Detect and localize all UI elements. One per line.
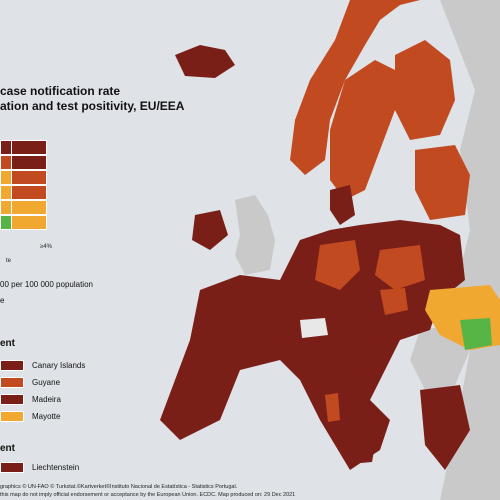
matrix-cell <box>11 155 47 170</box>
sardinia <box>325 393 340 422</box>
footer-credit-1: graphics © UN-FAO © Turkstat.©Kartverket… <box>0 484 238 490</box>
legend-swatch <box>0 377 24 388</box>
orange-region-germany <box>315 240 360 290</box>
matrix-cell <box>11 200 47 215</box>
italy-south <box>330 370 365 440</box>
matrix-axis-label: te <box>6 258 12 264</box>
map-title: case notification rate ation and test po… <box>0 84 184 114</box>
iceland <box>175 45 235 78</box>
matrix-cell <box>11 215 47 230</box>
legend-item-guyane: Guyane <box>0 377 200 389</box>
matrix-cell <box>11 185 47 200</box>
baltics <box>415 145 470 220</box>
legend-swatch <box>0 411 24 422</box>
orange-region-poland <box>375 245 425 290</box>
ireland <box>192 210 228 250</box>
greece <box>420 385 470 470</box>
legend-label: Liechtenstein <box>32 463 80 472</box>
rate-note: 00 per 100 000 population <box>0 280 93 289</box>
legend-swatch <box>0 462 24 473</box>
legend-item-madeira: Madeira <box>0 394 200 406</box>
legend-label: Guyane <box>32 378 61 387</box>
matrix-axis-tick-high: ≥4% <box>40 244 52 250</box>
legend-item-mayotte: Mayotte <box>0 411 200 423</box>
sweden <box>330 60 395 200</box>
switzerland <box>300 318 328 338</box>
sicily <box>345 445 375 464</box>
legend-item-liechtenstein: Liechtenstein <box>0 462 200 474</box>
orange-region-austria <box>380 288 408 315</box>
uk-landmass <box>235 195 275 275</box>
legend-item-canary-islands: Canary Islands <box>0 360 200 372</box>
matrix-cell <box>11 140 47 155</box>
section-title-outermost-regions: ent <box>0 338 15 349</box>
title-line-1: case notification rate <box>0 84 121 98</box>
norway <box>290 0 420 175</box>
legend-swatch <box>0 394 24 405</box>
footer-credit-2: this map do not imply official endorseme… <box>0 492 296 498</box>
non-eu-land-east <box>440 0 500 500</box>
bulgaria-green <box>460 318 492 350</box>
legend-label: Madeira <box>32 395 61 404</box>
section-title-non-visible: ent <box>0 443 15 454</box>
legend-label: Mayotte <box>32 412 61 421</box>
matrix-cell <box>11 170 47 185</box>
extra-note: e <box>0 296 5 305</box>
finland <box>395 40 455 140</box>
legend-label: Canary Islands <box>32 361 86 370</box>
title-line-2: ation and test positivity, EU/EEA <box>0 99 185 113</box>
denmark <box>330 185 355 225</box>
legend-swatch <box>0 360 24 371</box>
